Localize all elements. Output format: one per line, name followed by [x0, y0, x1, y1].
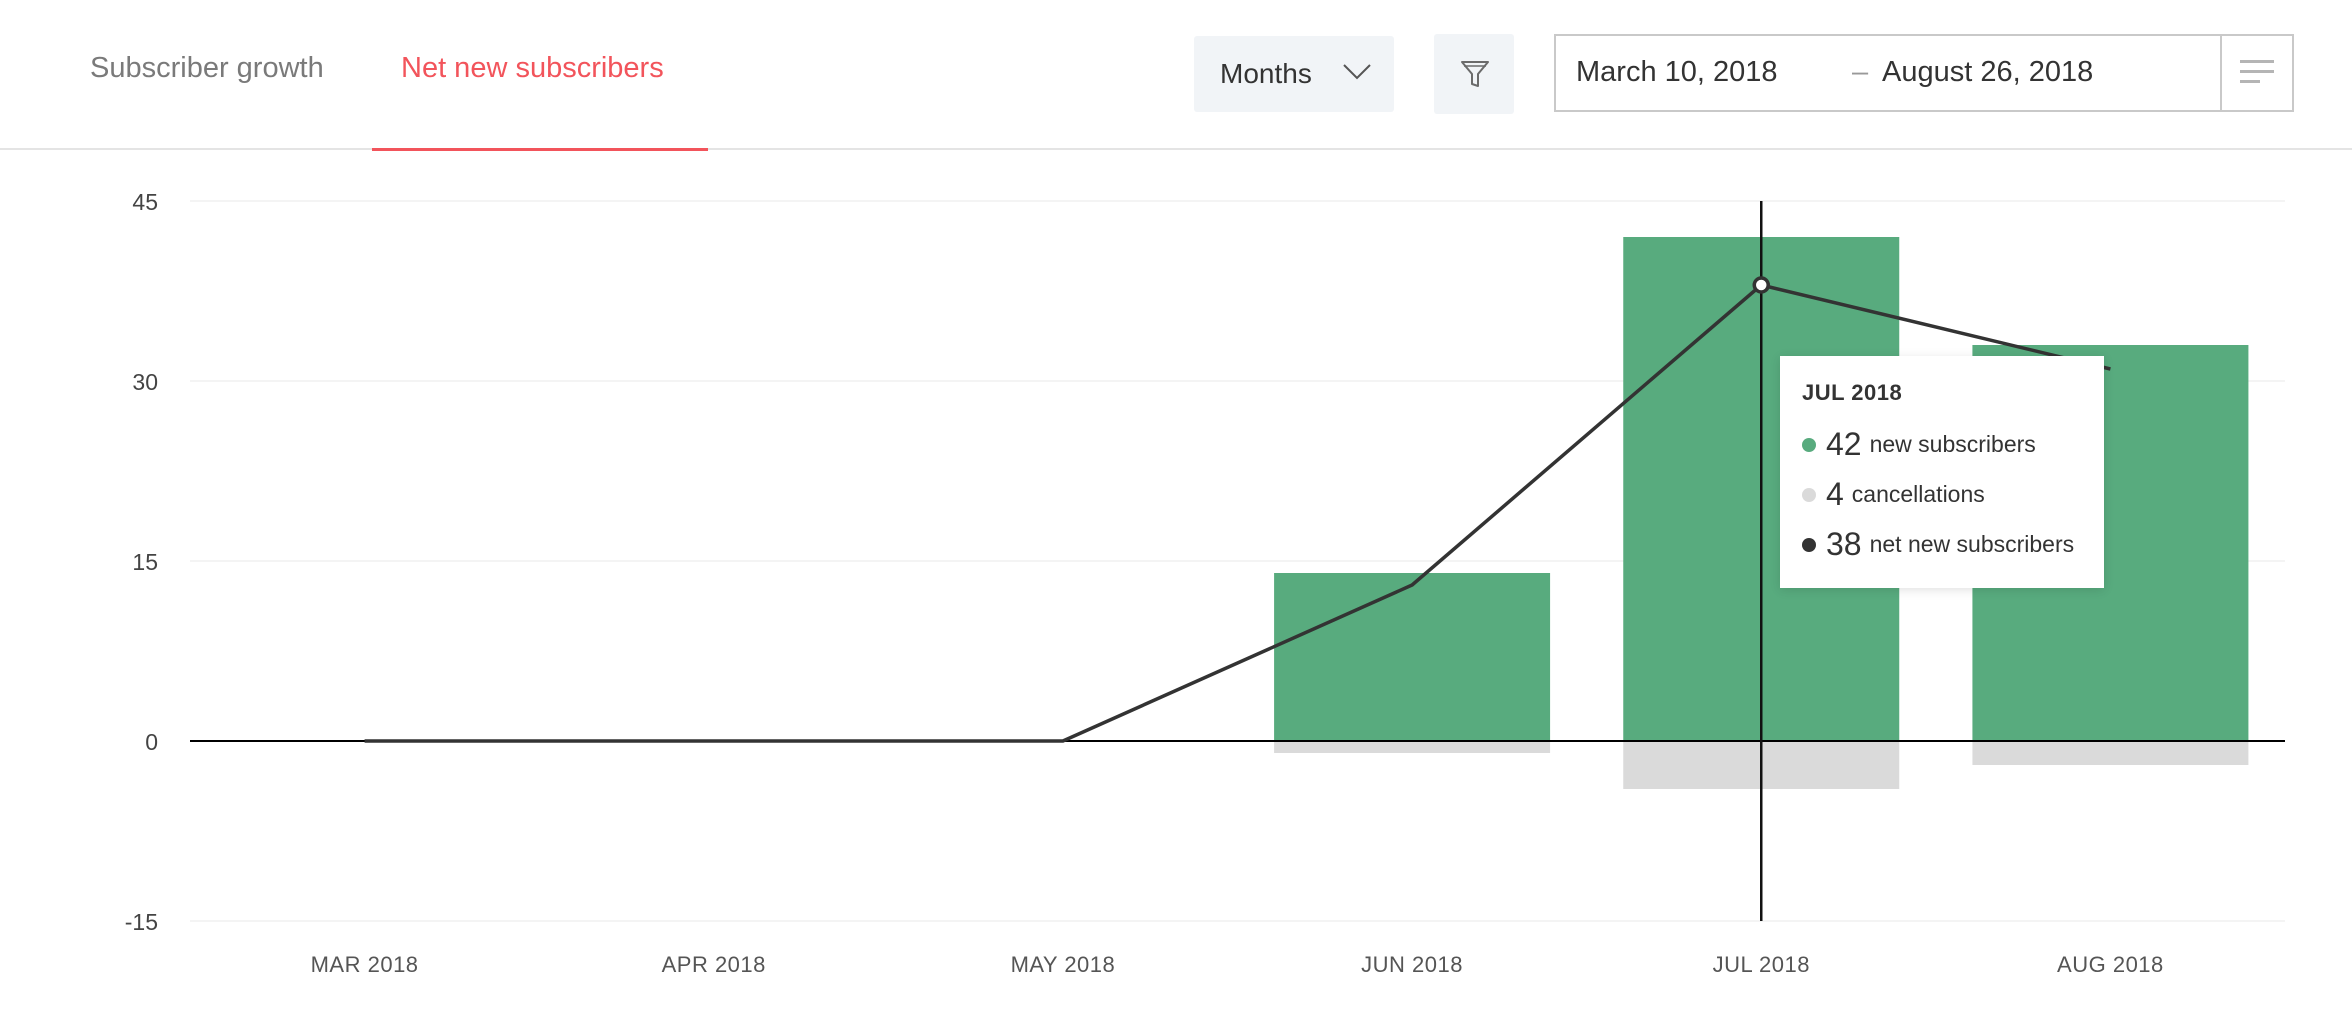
menu-lines-icon-line — [2240, 80, 2260, 83]
tooltip-cancellations-label: cancellations — [1851, 481, 1985, 507]
x-tick-label: MAR 2018 — [311, 952, 419, 977]
active-tab-indicator — [372, 148, 708, 151]
date-range-end: August 26, 2018 — [1882, 56, 2094, 88]
cancellations-dot — [1802, 487, 1816, 502]
bar-new-subscribers — [1274, 573, 1551, 741]
filter-button[interactable] — [1434, 34, 1514, 114]
chart-tooltip: JUL 2018 42 new subscribers 4 cancellation… — [1780, 356, 2104, 588]
y-tick-label: -15 — [125, 909, 158, 935]
chart-header: Subscriber growth Net new subscribers Mo… — [0, 0, 2352, 151]
x-tick-label: JUN 2018 — [1361, 952, 1463, 977]
date-range-separator: – — [1852, 56, 1869, 88]
highlighted-point — [1752, 276, 1770, 294]
tab-net-new-subscribers[interactable]: Net new subscribers — [401, 52, 664, 84]
tooltip-row-net: 38 net new subscribers — [1802, 526, 2074, 566]
x-tick-label: MAY 2018 — [1011, 952, 1116, 977]
tab-subscriber-growth[interactable]: Subscriber growth — [90, 52, 324, 84]
tooltip-net-label: net new subscribers — [1869, 531, 2075, 557]
funnel-icon — [1461, 61, 1489, 87]
tooltip-new-label: new subscribers — [1869, 431, 2036, 457]
tooltip-new-value: 42 — [1826, 426, 1862, 462]
x-tick-label: APR 2018 — [662, 952, 766, 977]
net-subscribers-line — [364, 283, 2111, 743]
period-dropdown-label: Months — [1220, 58, 1312, 89]
chevron-down-icon — [1343, 64, 1371, 80]
x-tick-label: AUG 2018 — [2057, 952, 2164, 977]
tooltip-row-new: 42 new subscribers — [1802, 426, 2036, 466]
y-tick-label: 15 — [132, 549, 158, 575]
date-range-picker[interactable]: March 10, 2018 – August 26, 2018 — [1554, 34, 2294, 112]
tooltip-net-value: 38 — [1826, 526, 1862, 562]
net-subscribers-dot — [1802, 537, 1816, 552]
date-range-menu-button[interactable] — [2220, 36, 2292, 110]
x-tick-label: JUL 2018 — [1713, 952, 1810, 977]
tooltip-cancellations-value: 4 — [1826, 476, 1844, 512]
period-dropdown[interactable]: Months — [1194, 36, 1394, 112]
bar-cancellations — [1274, 741, 1551, 753]
menu-lines-icon-line — [2240, 70, 2274, 73]
tooltip-row-cancellations: 4 cancellations — [1802, 476, 1985, 516]
bar-cancellations — [1972, 741, 2249, 765]
y-tick-label: 30 — [132, 369, 158, 395]
date-range-start: March 10, 2018 — [1576, 56, 1778, 88]
net-new-subscribers-chart: 45 30 15 0 -15 MAR 2018 APR 2018 MAY 2018 JUN 20… — [125, 189, 2285, 977]
y-tick-label: 45 — [132, 189, 158, 215]
menu-lines-icon — [2240, 60, 2274, 63]
tooltip-title: JUL 2018 — [1802, 380, 1903, 405]
new-subscribers-dot — [1802, 437, 1816, 452]
y-tick-label: 0 — [145, 729, 158, 755]
